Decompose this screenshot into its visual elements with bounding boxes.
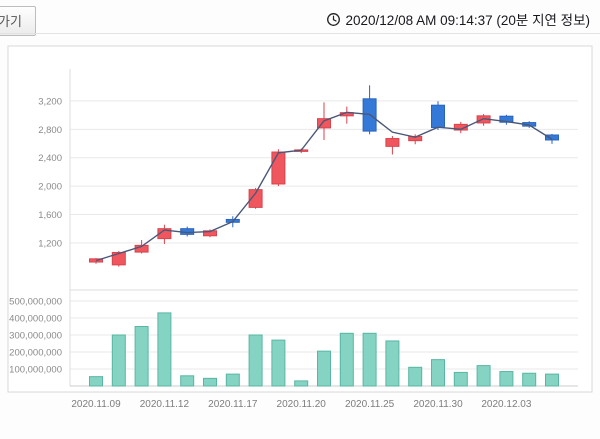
- date-label: 2020.11.30: [413, 399, 463, 410]
- volume-bar: [545, 373, 559, 387]
- volume-bar: [111, 334, 126, 387]
- clock-icon: [326, 12, 340, 26]
- volume-bar: [362, 332, 377, 387]
- volume-bar: [225, 373, 240, 387]
- volume-bar: [499, 371, 514, 387]
- price-axis-label: 1,200: [38, 238, 62, 249]
- candle-body: [499, 115, 514, 123]
- volume-bar: [248, 334, 263, 387]
- volume-axis-label: 200,000,000: [9, 348, 62, 359]
- price-axis-label: 2,800: [38, 125, 62, 136]
- volume-bar: [134, 326, 149, 387]
- price-axis-label: 3,200: [38, 96, 62, 107]
- back-button[interactable]: 가기: [0, 6, 36, 36]
- volume-bar: [453, 371, 468, 387]
- volume-bar: [89, 376, 103, 387]
- volume-bar: [317, 350, 331, 387]
- candle-body: [385, 138, 400, 147]
- volume-bar: [408, 366, 423, 387]
- candle-body: [453, 123, 468, 131]
- volume-bar: [271, 339, 286, 387]
- header-divider: [0, 33, 600, 34]
- volume-axis-label: 400,000,000: [9, 314, 62, 325]
- candle-body: [271, 151, 286, 185]
- volume-bar: [294, 380, 309, 387]
- candle-body: [111, 251, 126, 266]
- candle-body: [248, 189, 263, 208]
- price-axis-label: 2,400: [38, 153, 62, 164]
- date-label: 2020.12.03: [481, 399, 531, 410]
- delayed-quote-time: 2020/12/08 AM 09:14:37 (20분 지연 정보): [326, 9, 590, 29]
- timestamp-text: 2020/12/08 AM 09:14:37 (20분 지연 정보): [345, 13, 590, 28]
- ma-line: [95, 111, 553, 262]
- volume-bar: [522, 372, 537, 387]
- date-label: 2020.11.20: [277, 399, 327, 410]
- candle-body: [157, 228, 172, 240]
- stock-chart: 1,200 1,600 2,000 2,400 2,800 3,200 100,000,00…: [7, 45, 593, 410]
- date-label: 2020.11.25: [345, 399, 395, 410]
- date-label: 2020.11.12: [140, 399, 190, 410]
- chart-panel-border: [7, 45, 593, 393]
- volume-bar: [203, 377, 217, 387]
- price-axis-label: 1,600: [38, 210, 62, 221]
- volume-bar: [431, 359, 445, 387]
- volume-bar: [180, 375, 195, 387]
- volume-bar: [476, 365, 491, 387]
- volume-axis-label: 100,000,000: [9, 365, 62, 376]
- volume-bar: [157, 312, 172, 387]
- candle-body: [317, 118, 331, 129]
- volume-axis-label: 500,000,000: [9, 297, 62, 308]
- volume-bar: [385, 340, 400, 387]
- candle-body: [545, 134, 559, 141]
- date-label: 2020.11.09: [71, 399, 121, 410]
- date-label: 2020.11.17: [208, 399, 258, 410]
- volume-bar: [339, 332, 354, 387]
- price-axis-label: 2,000: [38, 182, 62, 193]
- candle-body: [431, 104, 445, 129]
- volume-axis-label: 300,000,000: [9, 331, 62, 342]
